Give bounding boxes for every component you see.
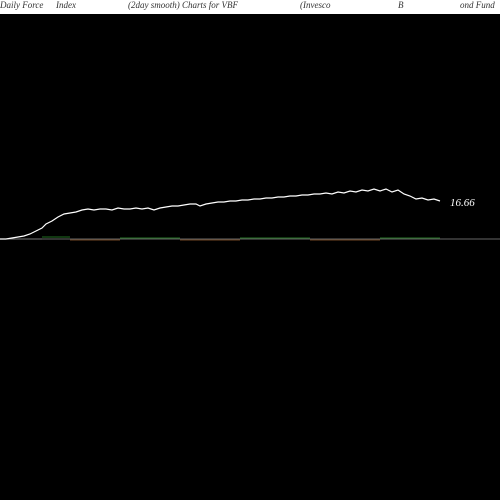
- price-chart: [0, 14, 500, 500]
- chart-container: Daily Force Index (2day smooth) Charts for…: [0, 0, 500, 500]
- chart-area: 16.66: [0, 14, 500, 500]
- header-text-fragment: Index: [56, 0, 76, 10]
- header-text-fragment: ond Fund: [460, 0, 495, 10]
- header-text-fragment: (2day smooth) Charts for VBF: [128, 0, 238, 10]
- header-text-fragment: Daily Force: [0, 0, 43, 10]
- header-text-fragment: B: [398, 0, 404, 10]
- current-value-label: 16.66: [450, 197, 475, 209]
- chart-header: Daily Force Index (2day smooth) Charts for…: [0, 0, 500, 14]
- header-text-fragment: (Invesco: [300, 0, 330, 10]
